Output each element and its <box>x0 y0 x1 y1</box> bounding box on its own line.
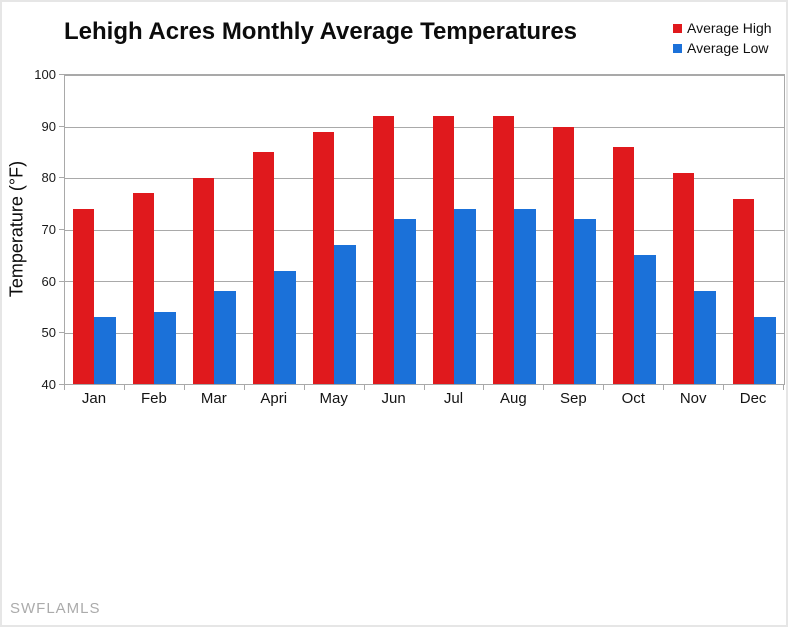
x-tick-mark-4 <box>304 385 305 390</box>
bar-low-jan <box>94 317 117 384</box>
x-tick-mark-11 <box>723 385 724 390</box>
x-tick-label-jul: Jul <box>443 390 464 407</box>
bar-low-oct <box>633 255 656 384</box>
bar-low-may <box>334 244 357 384</box>
y-tick-mark-90 <box>59 125 64 127</box>
x-tick-label-jan: Jan <box>81 390 107 407</box>
x-tick-label-apri: Apri <box>260 390 288 407</box>
x-tick-mark-7 <box>483 385 484 390</box>
y-tick-mark-100 <box>59 74 64 75</box>
bar-high-mar <box>193 178 215 384</box>
x-tick-label-feb: Feb <box>140 390 167 407</box>
bar-low-jun <box>394 219 417 384</box>
bar-low-mar <box>214 291 237 384</box>
x-tick-label-dec: Dec <box>739 390 767 407</box>
x-tick-label-jun: Jun <box>381 390 406 407</box>
bar-low-apri <box>274 270 297 384</box>
bar-high-jul <box>432 116 454 384</box>
y-tick-label-40: 40 <box>41 377 56 392</box>
x-tick-mark-9 <box>603 385 604 390</box>
bar-high-nov <box>672 172 694 384</box>
bar-low-aug <box>513 208 536 384</box>
bar-high-sep <box>552 126 574 384</box>
bar-high-apri <box>253 152 275 384</box>
x-tick-label-nov: Nov <box>679 390 707 407</box>
y-tick-mark-60 <box>59 280 64 282</box>
bar-high-dec <box>732 198 754 384</box>
legend-item-average-high: Average High <box>673 18 772 38</box>
gridline-100 <box>65 75 784 76</box>
y-tick-mark-80 <box>59 177 64 179</box>
y-tick-mark-50 <box>59 332 64 334</box>
x-tick-mark-12 <box>783 385 784 390</box>
bar-high-feb <box>133 193 155 384</box>
bar-low-nov <box>693 291 716 384</box>
bar-low-sep <box>573 219 596 384</box>
x-tick-mark-2 <box>184 385 185 390</box>
plot-area <box>64 74 785 385</box>
x-tick-label-sep: Sep <box>559 390 587 407</box>
x-tick-mark-1 <box>124 385 125 390</box>
bar-high-may <box>313 131 335 384</box>
legend-swatch-high <box>673 23 682 33</box>
y-tick-label-50: 50 <box>41 325 56 341</box>
legend-swatch-low <box>673 43 682 53</box>
bar-high-oct <box>612 147 634 384</box>
gridline-70 <box>65 229 784 231</box>
x-tick-mark-6 <box>424 385 425 390</box>
bar-low-jul <box>453 208 476 384</box>
watermark: SWFLAMLS <box>10 600 101 617</box>
legend-item-average-low: Average Low <box>673 38 772 58</box>
y-tick-mark-40 <box>59 384 64 385</box>
x-tick-mark-5 <box>364 385 365 390</box>
bar-low-dec <box>753 317 776 384</box>
bar-high-aug <box>492 116 514 384</box>
bar-high-jun <box>373 116 395 384</box>
gridline-80 <box>65 178 784 179</box>
y-tick-label-70: 70 <box>41 222 56 237</box>
y-tick-label-80: 80 <box>41 170 56 186</box>
gridline-50 <box>65 332 784 334</box>
y-tick-label-90: 90 <box>41 118 56 134</box>
legend-label-average-low: Average Low <box>687 40 769 56</box>
bar-low-feb <box>154 311 177 384</box>
x-tick-label-mar: Mar <box>200 390 227 407</box>
gridline-60 <box>65 281 784 282</box>
x-tick-mark-0 <box>64 385 65 390</box>
x-tick-mark-3 <box>244 385 245 390</box>
chart-title: Lehigh Acres Monthly Average Temperature… <box>64 18 578 45</box>
gridline-90 <box>65 126 784 128</box>
y-tick-label-60: 60 <box>41 273 56 289</box>
x-tick-label-oct: Oct <box>621 390 645 407</box>
x-tick-label-aug: Aug <box>500 390 527 407</box>
x-tick-mark-8 <box>543 385 544 390</box>
x-tick-mark-10 <box>663 385 664 390</box>
y-tick-label-100: 100 <box>34 67 56 82</box>
bar-high-jan <box>73 208 95 384</box>
x-tick-label-may: May <box>319 390 348 407</box>
y-tick-mark-70 <box>59 229 64 230</box>
legend: Average High Average Low <box>673 18 772 58</box>
legend-label-average-high: Average High <box>687 20 772 36</box>
